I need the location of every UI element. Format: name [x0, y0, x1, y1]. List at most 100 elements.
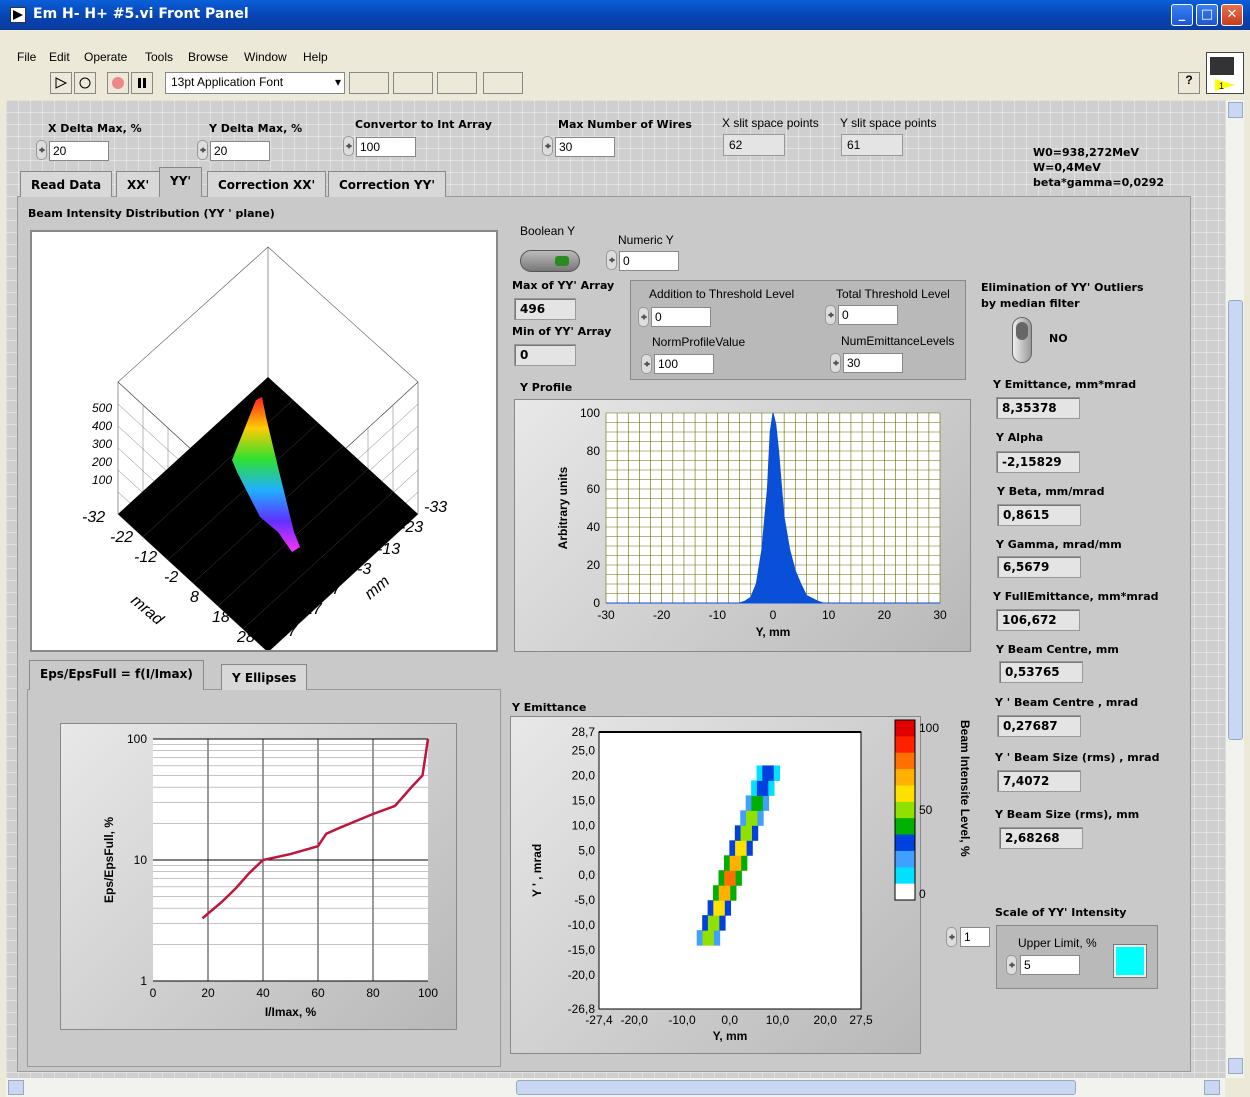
x-delta-stepper[interactable]	[36, 140, 47, 160]
heatmap-cell	[773, 765, 780, 781]
scale-stepper[interactable]	[946, 927, 957, 947]
x-tick-label: -20	[653, 608, 671, 622]
tab-read-data[interactable]: Read Data	[20, 171, 113, 197]
svg-text:-23: -23	[400, 519, 423, 536]
num-emittance-field[interactable]: 30	[843, 353, 903, 373]
run-arrow-icon[interactable]	[50, 72, 72, 94]
y-tick-label: 5,0	[578, 843, 595, 857]
svg-text:27: 27	[278, 623, 298, 640]
menu-tools[interactable]: Tools	[145, 50, 174, 64]
heatmap-cell	[735, 855, 742, 871]
y-tick-label: 0,0	[578, 868, 595, 882]
total-threshold-stepper[interactable]	[825, 305, 836, 325]
align-objects-icon[interactable]	[349, 72, 389, 94]
y-profile-chart[interactable]: -30 -20 -10 0 10 20 30 0 20 40 60 80 100 Y, mm Arbitra…	[514, 399, 971, 652]
menu-operate[interactable]: Operate	[84, 50, 128, 64]
y-beam-size-indicator: 2,68268	[999, 827, 1083, 849]
heatmap-cell	[756, 765, 763, 781]
menu-help[interactable]: Help	[303, 50, 328, 64]
x-delta-field[interactable]: 20	[49, 141, 109, 161]
y-delta-label: Y Delta Max, %	[209, 122, 303, 135]
vertical-scrollbar[interactable]	[1225, 100, 1244, 1078]
y-emittance-chart[interactable]: 28,7 25,0 20,0 15,0 10,0 5,0 0,0 -5,0 -10,0 -15,0…	[510, 716, 921, 1054]
tab-xx[interactable]: XX'	[116, 171, 161, 197]
menu-window[interactable]: Window	[244, 50, 287, 64]
addition-threshold-field[interactable]: 0	[651, 307, 711, 327]
close-button[interactable]: ✕	[1221, 4, 1243, 26]
reorder-icon[interactable]	[483, 72, 523, 94]
numeric-y-field[interactable]: 0	[619, 251, 679, 271]
y-delta-field[interactable]: 20	[210, 141, 270, 161]
max-wires-field[interactable]: 30	[555, 137, 615, 157]
scroll-right-icon[interactable]	[1204, 1080, 1220, 1095]
y-tick-label: -10,0	[568, 918, 596, 932]
vertical-scroll-thumb[interactable]	[1228, 300, 1243, 740]
boolean-y-toggle[interactable]	[520, 250, 580, 272]
y-tick-label: 60	[587, 482, 601, 496]
y-fullemittance-indicator: 106,672	[996, 609, 1080, 631]
heatmap-cell	[757, 810, 764, 826]
convertor-field[interactable]: 100	[356, 137, 416, 157]
addition-threshold-stepper[interactable]	[638, 307, 649, 327]
scroll-up-icon[interactable]	[1228, 102, 1243, 118]
menu-browse[interactable]: Browse	[188, 50, 229, 64]
x-delta-label: X Delta Max, %	[48, 122, 142, 135]
heatmap-cell	[768, 780, 775, 796]
numeric-y-stepper[interactable]	[606, 250, 617, 270]
upper-limit-stepper[interactable]	[1006, 955, 1017, 975]
minimize-button[interactable]: _	[1171, 4, 1193, 26]
beam-3d-plot[interactable]: 500 400 300 200 100 -32 -22 -12 -2 8 18 28 -…	[30, 230, 498, 653]
tab-y-ellipses[interactable]: Y Ellipses	[221, 664, 308, 690]
font-select[interactable]: 13pt Application Font ▾	[165, 72, 345, 94]
heatmap-cell	[741, 855, 748, 871]
heatmap-cell	[713, 900, 720, 916]
colorbar-tick-label: 0	[919, 887, 926, 901]
tab-correction-xx[interactable]: Correction XX'	[207, 171, 327, 197]
horizontal-scroll-thumb[interactable]	[516, 1080, 1076, 1095]
horizontal-scrollbar[interactable]	[6, 1078, 1225, 1097]
svg-text:200: 200	[91, 455, 112, 469]
y-slit-label: Y slit space points	[840, 116, 937, 130]
x-tick-label: 0	[770, 608, 777, 622]
abort-icon[interactable]	[107, 72, 129, 94]
upper-limit-field[interactable]: 5	[1020, 955, 1080, 975]
x-tick-label: 10,0	[766, 1013, 790, 1027]
help-icon[interactable]: ?	[1178, 72, 1200, 94]
colorbar-band	[895, 785, 915, 803]
norm-profile-field[interactable]: 100	[654, 354, 714, 374]
y-tick-label: 20,0	[572, 768, 596, 782]
colorbar-band	[895, 867, 915, 885]
convertor-stepper[interactable]	[343, 136, 354, 156]
svg-text:300: 300	[92, 437, 112, 451]
norm-profile-stepper[interactable]	[641, 354, 652, 374]
y-tick-label: 1	[140, 974, 147, 988]
eps-chart[interactable]: 0 20 40 60 80 100 1 10 100 I/Imax, % Eps/EpsFull, …	[60, 723, 457, 1030]
heatmap-cell	[762, 765, 769, 781]
run-continuously-icon[interactable]	[74, 72, 96, 94]
distribute-objects-icon[interactable]	[393, 72, 433, 94]
scroll-down-icon[interactable]	[1228, 1058, 1243, 1074]
menu-file[interactable]: File	[17, 50, 37, 64]
svg-text:100: 100	[92, 473, 112, 487]
y-delta-stepper[interactable]	[197, 140, 208, 160]
maximize-button[interactable]: □	[1196, 4, 1218, 26]
max-wires-stepper[interactable]	[542, 136, 553, 156]
total-threshold-field[interactable]: 0	[838, 305, 898, 325]
x-slit-label: X slit space points	[722, 116, 819, 130]
num-emittance-stepper[interactable]	[830, 353, 841, 373]
scale-field[interactable]: 1	[960, 927, 990, 947]
menu-edit[interactable]: Edit	[49, 50, 70, 64]
tab-yy[interactable]: YY'	[159, 167, 203, 197]
colorbar-tick-label: 50	[919, 803, 933, 817]
elimination-toggle[interactable]	[1012, 317, 1032, 363]
scroll-left-icon[interactable]	[8, 1080, 24, 1095]
tab-correction-yy[interactable]: Correction YY'	[328, 171, 447, 197]
x-tick-label: -20,0	[621, 1013, 649, 1027]
heatmap-cell	[751, 810, 758, 826]
resize-objects-icon[interactable]	[437, 72, 477, 94]
y-emittance-indicator: 8,35378	[996, 397, 1080, 419]
pause-icon[interactable]	[131, 72, 153, 94]
color-swatch[interactable]	[1113, 944, 1147, 978]
window-title: Em H- H+ #5.vi Front Panel	[33, 6, 249, 22]
tab-eps-function[interactable]: Eps/EpsFull = f(I/Imax)	[29, 660, 204, 690]
